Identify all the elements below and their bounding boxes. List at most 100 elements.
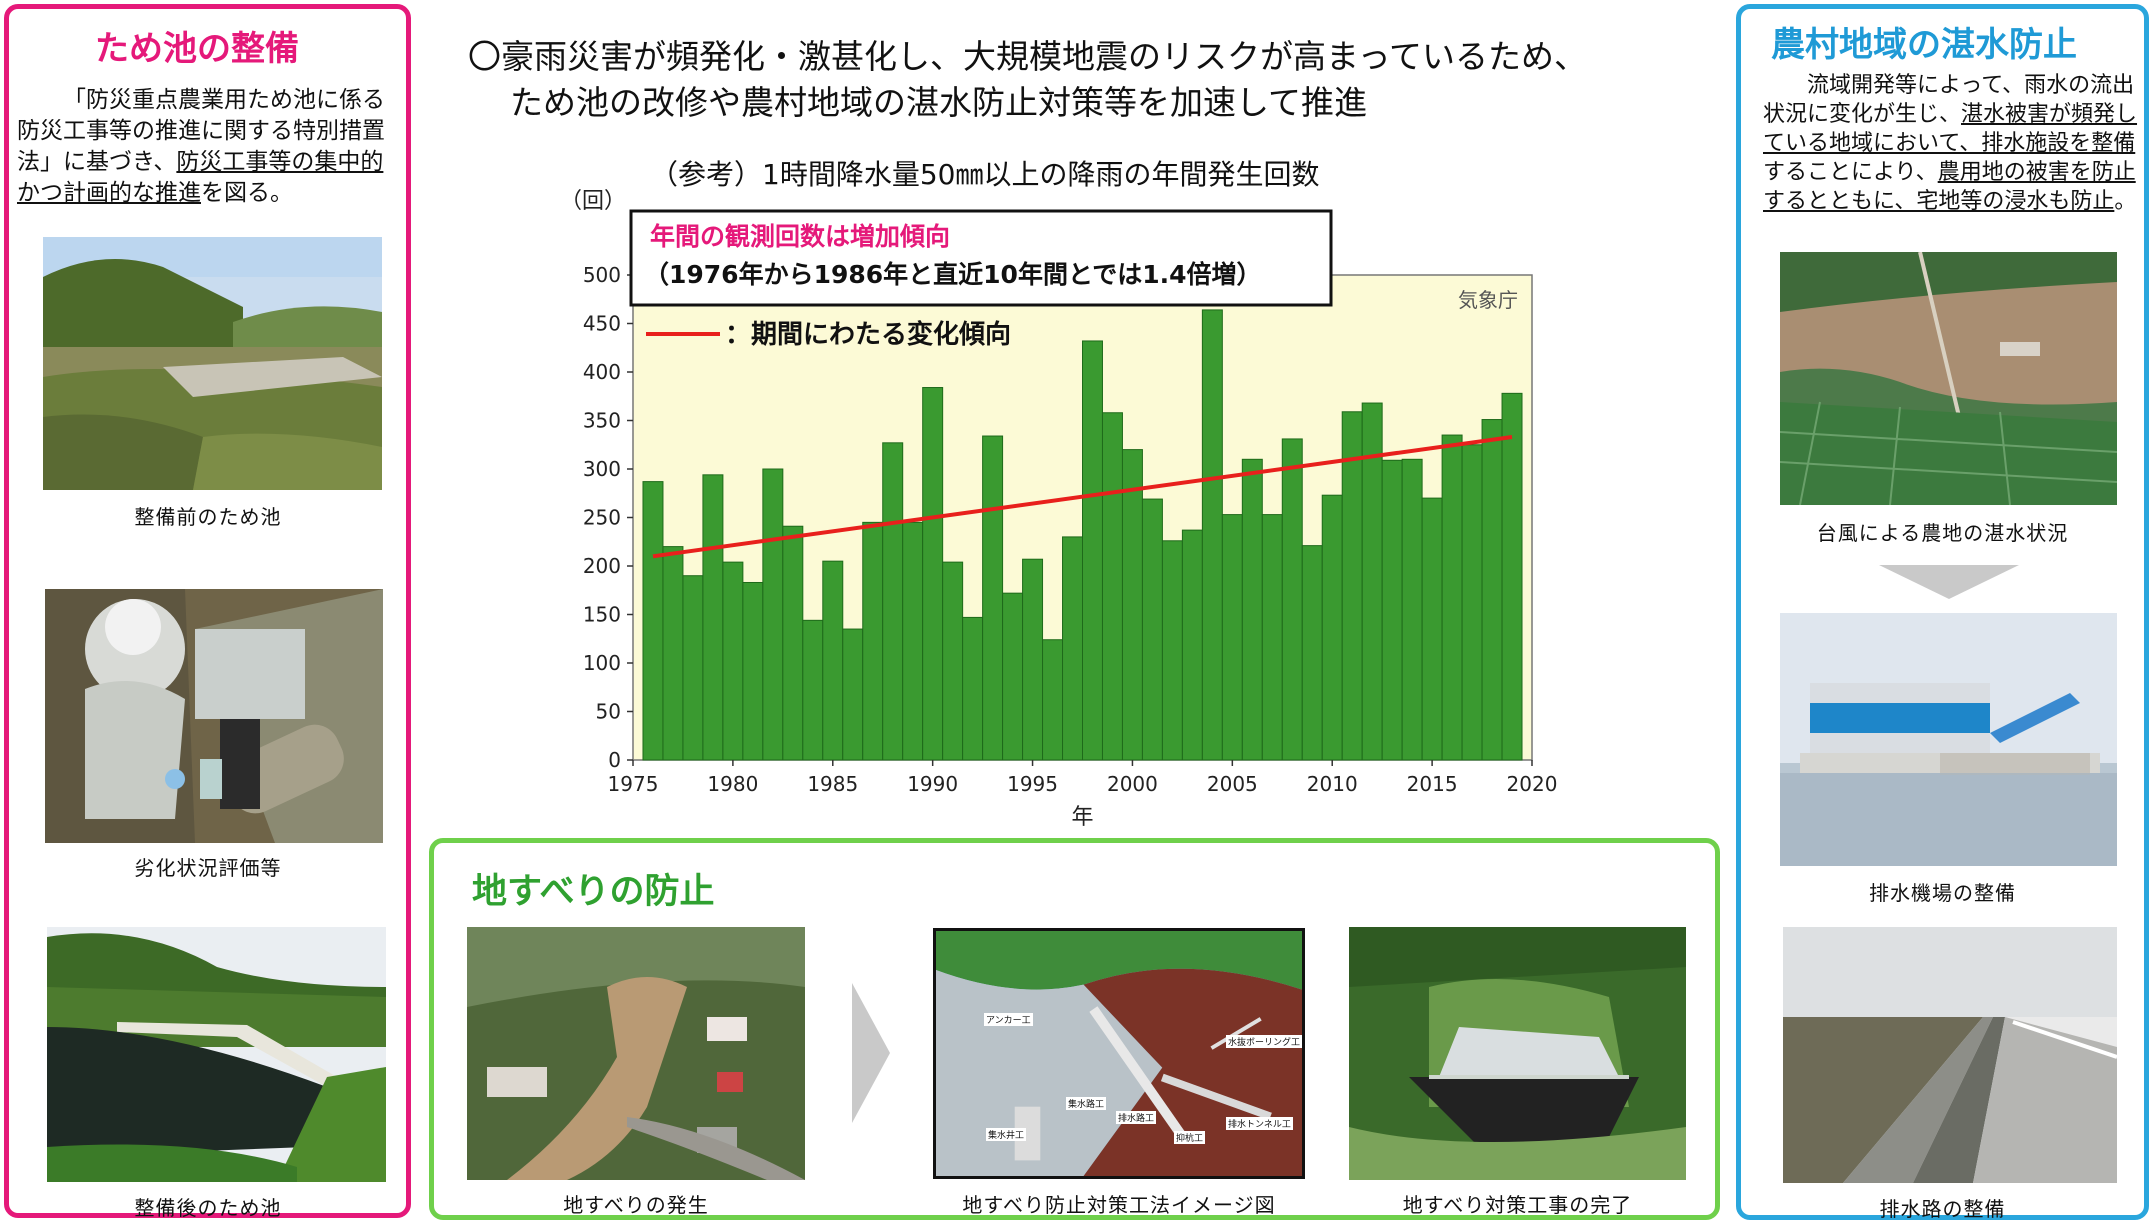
flood-prevention-description: 流域開発等によって、雨水の流出状況に変化が生じ、湛水被害が頻発している地域におい…	[1763, 71, 2138, 216]
bar-2010	[1321, 494, 1343, 761]
headline: 〇豪雨災害が頻発化・激甚化し、大規模地震のリスクが高まっているため、 ため池の改…	[468, 34, 1708, 126]
tameike-text-2: 防災工事等の集中的かつ計画的な推進	[17, 149, 384, 206]
pond-after-photo	[47, 927, 386, 1182]
tameike-title: ため池の整備	[95, 29, 299, 69]
bar-1995	[1022, 558, 1044, 761]
bar-1979	[702, 474, 724, 761]
bar-2019	[1501, 392, 1523, 761]
flood-text-3: することにより、	[1763, 160, 1938, 185]
x-tick-label-2000: 2000	[1107, 772, 1158, 796]
bar-1977	[662, 546, 684, 761]
landslide-works-complete-photo	[1349, 927, 1686, 1180]
collection-well-label: 集水井工	[986, 1128, 1027, 1141]
bar-2015	[1421, 497, 1443, 761]
x-tick-label-1980: 1980	[707, 772, 758, 796]
bar-1989	[902, 521, 924, 761]
headline-line-2: ため池の改修や農村地域の湛水防止対策等を加速して推進	[510, 83, 1368, 122]
flood-prevention-panel: 農村地域の湛水防止 流域開発等によって、雨水の流出状況に変化が生じ、湛水被害が頻…	[1736, 4, 2149, 1221]
bar-1978	[682, 575, 704, 761]
bar-2009	[1301, 545, 1323, 761]
bar-2004	[1201, 309, 1223, 761]
bar-1984	[802, 619, 824, 761]
pond-after-caption: 整備後のため池	[134, 1196, 282, 1220]
bar-2003	[1181, 529, 1203, 761]
bar-2011	[1341, 411, 1363, 761]
deterioration-assessment-photo	[45, 589, 383, 843]
bar-2000	[1121, 449, 1143, 761]
bar-1985	[822, 560, 844, 761]
bar-2001	[1141, 498, 1163, 761]
x-tick-label-2005: 2005	[1207, 772, 1258, 796]
x-tick-label-2015: 2015	[1407, 772, 1458, 796]
bar-2002	[1161, 540, 1183, 761]
drainage-tunnel-label: 排水トンネル工	[1226, 1117, 1293, 1130]
rainfall-frequency-chart: 0 50 100 150 200 250 300 350 400 450 500 1975 1980 19…	[560, 189, 1558, 830]
drainage-channel-label: 排水路工	[1116, 1111, 1157, 1124]
flood-text-1: 流域開発等によって、雨水の流出状況に変化が生じ、	[1763, 73, 2135, 127]
flood-prevention-title: 農村地域の湛水防止	[1771, 25, 2077, 65]
flood-text-5: 。	[2114, 189, 2137, 214]
bar-2016	[1441, 434, 1463, 761]
bar-1980	[722, 561, 744, 761]
legend-trend-label: ：期間にわたる変化傾向	[725, 319, 1011, 350]
x-tick-label-2010: 2010	[1307, 772, 1358, 796]
anchor-work-label: アンカー工	[984, 1013, 1033, 1026]
bar-1987	[862, 521, 884, 761]
chart-title: （参考）1時間降水量50㎜以上の降雨の年間発生回数	[650, 158, 1320, 191]
x-tick-label-1990: 1990	[907, 772, 958, 796]
deterioration-assessment-caption: 劣化状況評価等	[134, 856, 282, 880]
landslide-countermeasure-diagram: アンカー工 水抜ボーリング工 集水路工 集水井工 排水路工 排水トンネル工 抑杭…	[933, 928, 1305, 1179]
collection-channel-label: 集水路工	[1066, 1097, 1107, 1110]
y-tick-label-450: 450	[583, 312, 621, 336]
x-tick-label-2020: 2020	[1507, 772, 1558, 796]
pond-before-photo	[43, 237, 382, 490]
bar-2014	[1401, 458, 1423, 761]
bar-1994	[1002, 592, 1024, 761]
landslide-occurrence-caption: 地すべりの発生	[563, 1193, 709, 1217]
bar-1999	[1101, 412, 1123, 761]
pump-station-caption: 排水機場の整備	[1869, 881, 2016, 905]
x-tick-label-1985: 1985	[807, 772, 858, 796]
tameike-description: 「防災重点農業用ため池に係る防災工事等の推進に関する特別措置法」に基づき、防災工…	[17, 85, 405, 209]
y-tick-label-100: 100	[583, 651, 621, 675]
y-tick-label-0: 0	[608, 748, 621, 772]
pump-station-photo	[1780, 613, 2117, 866]
headline-line-1: 〇豪雨災害が頻発化・激甚化し、大規模地震のリスクが高まっているため、	[468, 37, 1588, 76]
bar-1981	[742, 581, 764, 761]
callout-box	[629, 209, 1333, 307]
y-tick-label-350: 350	[583, 409, 621, 433]
tameike-panel: ため池の整備 「防災重点農業用ため池に係る防災工事等の推進に関する特別措置法」に…	[4, 4, 411, 1220]
x-axis-label: 年	[1071, 805, 1093, 830]
flood-text-4: 農用地の被害を防止するとともに、宅地等の浸水も防止	[1763, 160, 2136, 214]
bar-2007	[1261, 514, 1283, 761]
y-tick-label-200: 200	[583, 554, 621, 578]
bar-2013	[1381, 459, 1403, 761]
restraint-pile-label: 抑杭工	[1174, 1131, 1206, 1144]
tameike-text-1: 「防災重点農業用ため池に係る防災工事等の推進に関する特別措置法」に基づき、	[17, 87, 385, 175]
countermeasure-diagram-caption: 地すべり防止対策工法イメージ図	[962, 1193, 1276, 1217]
bar-1996	[1042, 639, 1064, 761]
drainage-channel-caption: 排水路の整備	[1879, 1197, 2006, 1221]
bar-1997	[1062, 536, 1083, 761]
landslide-panel: 地すべりの防止 地すべりの発生 アンカー工 水抜ボーリング工	[429, 838, 1720, 1220]
tameike-text-3: を図る。	[201, 180, 293, 206]
landslide-occurrence-photo	[467, 927, 805, 1180]
callout-line-1: 年間の観測回数は増加傾向	[650, 222, 950, 251]
bar-2018	[1481, 419, 1503, 761]
y-tick-label-50: 50	[596, 700, 621, 724]
source-label: 気象庁	[1458, 288, 1518, 312]
bar-1976	[642, 481, 664, 761]
right-arrow-icon	[852, 983, 890, 1123]
drainage-boring-label: 水抜ボーリング工	[1226, 1035, 1302, 1048]
x-tick-label-1995: 1995	[1007, 772, 1058, 796]
y-tick-label-300: 300	[583, 457, 621, 481]
y-axis-label: （回）	[560, 189, 626, 214]
drainage-channel-photo	[1783, 927, 2117, 1183]
bar-1998	[1082, 340, 1103, 761]
works-complete-caption: 地すべり対策工事の完了	[1402, 1193, 1633, 1217]
trend-line	[652, 435, 1513, 559]
callout-line-2: （1976年から1986年と直近10年間とでは1.4倍増）	[644, 260, 1262, 289]
bar-2008	[1281, 438, 1303, 761]
bar-1991	[942, 561, 964, 761]
x-tick-label-1975: 1975	[608, 772, 659, 796]
